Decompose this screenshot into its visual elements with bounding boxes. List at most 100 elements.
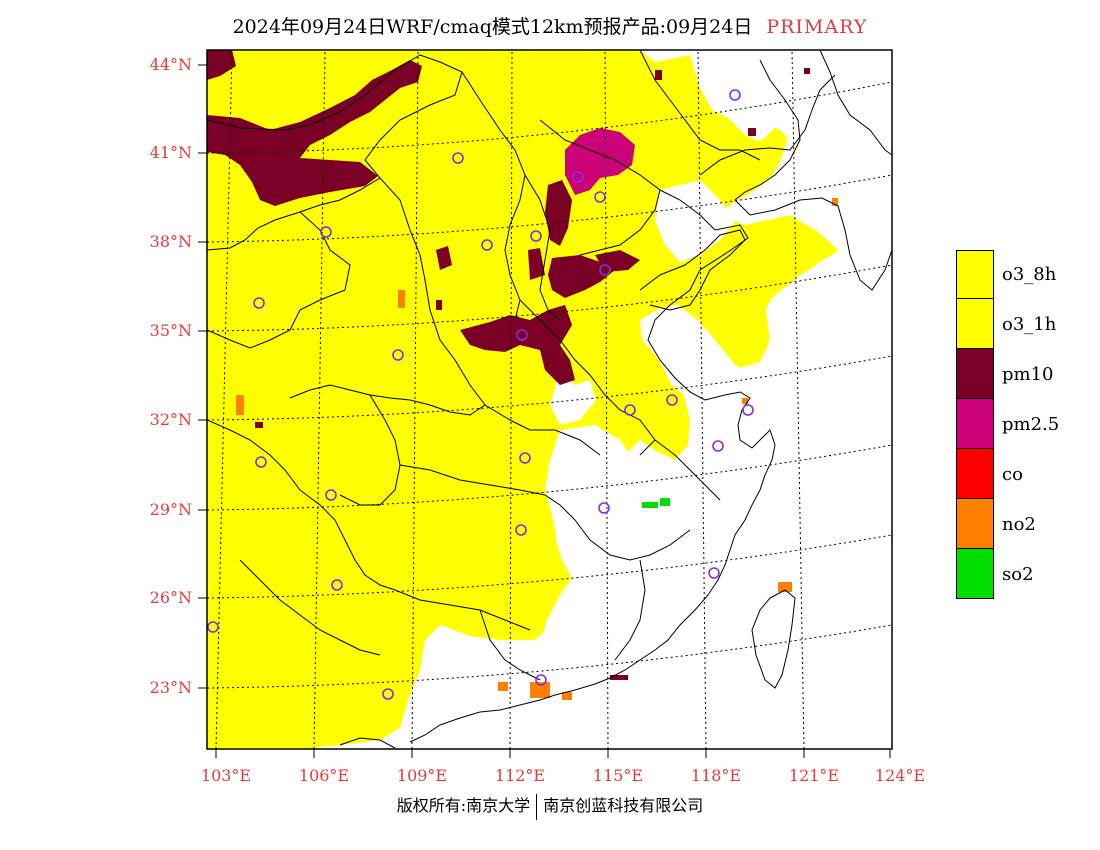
coastline-north (409, 189, 776, 743)
graticule-lon-109 (411, 50, 419, 749)
legend-item-o3-1h: o3_1h (956, 299, 1076, 349)
lon-label-112: 112°E (494, 766, 546, 785)
pm10-pixel-5 (610, 675, 628, 680)
legend-label-co: co (1002, 463, 1023, 485)
lat-label-26: 26°N (149, 588, 192, 607)
coastline-hainan (339, 737, 396, 749)
pm10-region-corner (207, 50, 236, 80)
clear-region-southeast (430, 425, 892, 749)
boundary-hebei-east (639, 50, 761, 161)
boundary-chongqing (339, 394, 401, 506)
boundary-fujian-guangdong (614, 559, 646, 661)
station-marker (253, 297, 265, 309)
legend-label-no2: no2 (1002, 513, 1036, 535)
pm10-pixel-3 (804, 68, 810, 74)
legend-item-pm25: pm2.5 (956, 399, 1076, 449)
lat-label-35: 35°N (149, 321, 192, 340)
copyright-left: 版权所有:南京大学 (396, 796, 531, 815)
station-marker (712, 440, 724, 452)
boundary-henan-hubei (484, 404, 601, 456)
graticule-lat-35 (207, 264, 892, 332)
station-marker (598, 502, 610, 514)
pm10-region-lvliang (436, 246, 452, 270)
lon-label-121: 121°E (788, 766, 840, 785)
no2-patch-guangzhou (530, 682, 550, 698)
coastline (339, 50, 892, 749)
clear-region-northeast (700, 50, 892, 460)
pm10-pixel-6 (255, 422, 263, 428)
no2-patch-korea (832, 198, 838, 206)
pm10-pixel-4 (436, 300, 442, 310)
no2-patch-taiwan (778, 582, 792, 592)
station-marker (742, 404, 754, 416)
boundary-guizhou-yunnan (239, 559, 381, 656)
station-marker (530, 230, 542, 242)
boundary-hunan-guangxi (394, 589, 531, 631)
station-marker (392, 349, 404, 361)
lat-label-41: 41°N (149, 143, 192, 162)
station-marker (320, 226, 332, 238)
boundary-sichuan (207, 419, 396, 591)
lat-label-32: 32°N (149, 410, 192, 429)
graticule-lon-103 (215, 50, 233, 749)
clear-region-jiangsu (640, 305, 745, 400)
station-marker (325, 489, 337, 501)
boundary-inner-mongolia (207, 54, 463, 251)
legend-label-so2: so2 (1002, 563, 1034, 585)
boundary-henan (519, 299, 656, 456)
pm10-region-shijiazhuang (595, 250, 640, 272)
station-marker (535, 674, 547, 686)
legend-item-so2: so2 (956, 549, 1076, 599)
coastline-far-east (819, 50, 892, 156)
lon-label-115: 115°E (592, 766, 644, 785)
boundary-shaanxi (289, 177, 486, 416)
map-title-tag: PRIMARY (766, 16, 868, 38)
o3-region-liaoning (735, 140, 785, 182)
map-title-main: 2024年09月24日WRF/cmaq模式12km预报产品:09月24日 (232, 16, 753, 38)
graticule-lon-118 (697, 50, 707, 749)
boundary-liaoning (699, 74, 836, 176)
so2-patch-jiangxi (642, 502, 658, 508)
no2-patch-shanghai (742, 398, 748, 404)
copyright-footer: 版权所有:南京大学 南京创蓝科技有限公司 (0, 792, 1100, 820)
legend-swatch-no2 (956, 499, 994, 549)
legend-swatch-pm25 (956, 399, 994, 449)
station-marker (207, 621, 219, 633)
legend-label-pm10: pm10 (1002, 363, 1054, 385)
station-marker (519, 452, 531, 464)
station-marker (382, 688, 394, 700)
legend-item-co: co (956, 449, 1076, 499)
clear-region-bohai (655, 180, 735, 262)
pm10-region-yulin (528, 248, 545, 280)
boundary-hubei-hunan (399, 464, 576, 521)
lon-label-103: 103°E (200, 766, 252, 785)
station-marker (708, 567, 720, 579)
graticule-lat-23 (207, 624, 892, 689)
legend-label-pm25: pm2.5 (1002, 413, 1060, 435)
pm10-region-hebei (548, 255, 615, 298)
pm10-pixel-2 (748, 128, 756, 136)
graticule-lat-32 (207, 355, 892, 421)
graticule-lat-38 (207, 174, 892, 243)
pollutant-legend: o3_8h o3_1h pm10 pm2.5 co no2 so2 (956, 249, 1076, 599)
station-marker (594, 191, 606, 203)
no2-patch-shaanxi (398, 290, 405, 308)
graticule-lat-26 (207, 534, 892, 599)
coastline-korea (734, 59, 892, 291)
graticule (207, 50, 892, 749)
station-marker (515, 524, 527, 536)
boundary-anhui-zhejiang (654, 439, 721, 501)
station-marker (624, 404, 636, 416)
lat-label-29: 29°N (149, 500, 192, 519)
lon-label-124: 124°E (874, 766, 926, 785)
station-marker (481, 239, 493, 251)
no2-patch-sichuan (236, 395, 244, 415)
legend-item-pm10: pm10 (956, 349, 1076, 399)
station-marker (452, 152, 464, 164)
pm10-region-henan (460, 305, 575, 385)
legend-item-no2: no2 (956, 499, 1076, 549)
coastline-taiwan (751, 589, 796, 689)
so2-patch-jiangxi-2 (660, 498, 670, 506)
no2-patch-shenzhen (562, 692, 572, 700)
station-marker (255, 456, 267, 468)
